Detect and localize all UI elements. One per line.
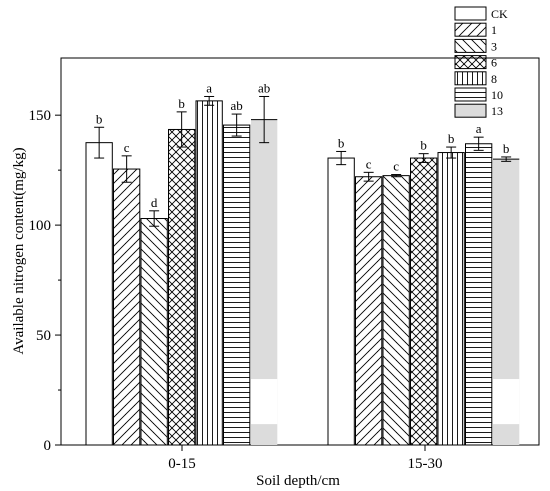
bar [168,128,196,446]
bar [195,100,223,446]
plot-frame [60,57,540,446]
y-tick-label: 0 [44,438,52,454]
significance-label: c [366,156,372,171]
bar [113,168,141,446]
significance-label: c [124,140,130,155]
legend-swatch [454,55,487,70]
bar-light-band [251,379,278,425]
significance-label: d [151,195,158,210]
significance-label: a [476,121,482,136]
legend-label: 13 [491,104,503,118]
significance-label: a [206,80,212,95]
legend-swatch [454,71,487,86]
legend-label: 6 [491,56,497,70]
y-axis-ticks: 0 50 100 150 [29,108,61,454]
legend-swatch [454,87,487,102]
y-axis-title: Available nitrogen content(mg/kg) [11,147,27,354]
x-tick-label: 15-30 [408,456,443,472]
significance-label: b [96,111,103,126]
significance-label: b [503,141,510,156]
bar [382,175,410,446]
y-tick-label: 50 [36,328,51,344]
legend-label: 3 [491,39,497,53]
significance-label: ab [258,80,270,95]
bar [465,143,493,446]
x-tick-label: 0-15 [168,456,196,472]
legend-swatch [454,22,487,37]
significance-label: b [420,138,427,153]
bar [355,176,383,446]
bar [437,152,465,446]
legend-swatch [454,6,487,21]
bar [85,142,113,446]
bar [140,218,168,446]
bar-light-band [493,379,520,425]
significance-label: ab [231,98,243,113]
x-axis-ticks: 0-15 15-30 [168,445,443,472]
legend-swatch [454,103,487,118]
significance-label: b [178,96,185,111]
significance-label: b [338,135,345,150]
bar [223,124,251,446]
legend-swatch [454,38,487,53]
bar [327,157,355,446]
bar [410,157,438,446]
legend-label: 10 [491,88,503,102]
legend-label: 1 [491,23,497,37]
legend-label: 8 [491,72,497,86]
significance-label: c [393,159,399,174]
significance-label: b [448,131,455,146]
legend-label: CK [491,7,508,21]
y-tick-label: 100 [29,218,52,234]
x-axis-title: Soil depth/cm [256,473,340,489]
y-tick-label: 150 [29,108,52,124]
